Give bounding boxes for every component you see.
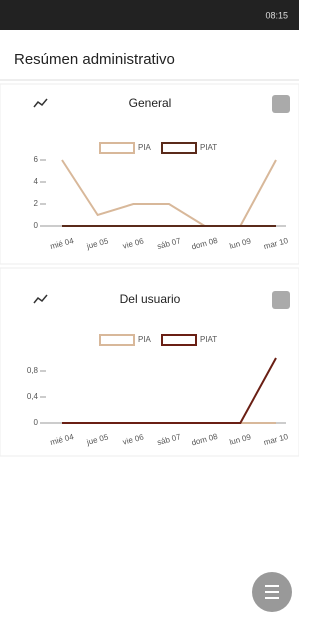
clock: 08:15 — [265, 10, 288, 20]
y-tick-label: 2 — [34, 199, 39, 208]
y-tick-label: 0 — [34, 221, 39, 230]
y-tick-label: 0,4 — [27, 392, 39, 401]
card-title: General — [129, 96, 172, 110]
y-tick-label: 6 — [34, 155, 39, 164]
y-tick-label: 0,8 — [27, 366, 39, 375]
card-title: Del usuario — [120, 292, 181, 306]
refresh-button[interactable] — [272, 95, 290, 113]
y-tick-label: 4 — [34, 177, 39, 186]
page-title: Resúmen administrativo — [14, 51, 175, 68]
status-bar — [0, 0, 299, 30]
legend-label: PIAT — [200, 335, 217, 344]
legend-label: PIA — [138, 143, 152, 152]
y-tick-label: 0 — [34, 418, 39, 427]
card — [0, 84, 299, 264]
screen: 08:15 Resúmen administrativo General PIA P… — [0, 0, 299, 636]
legend-label: PIA — [138, 335, 152, 344]
legend-label: PIAT — [200, 143, 217, 152]
refresh-button[interactable] — [272, 291, 290, 309]
